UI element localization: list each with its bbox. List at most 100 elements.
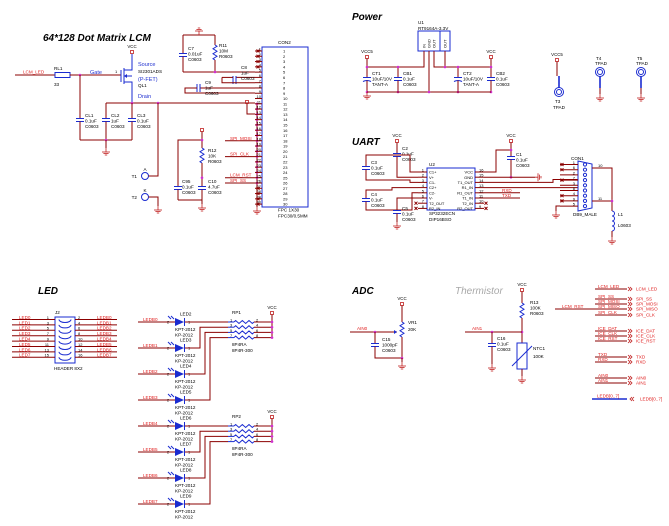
port-arrow-icon — [627, 375, 633, 381]
net-label: LCM_RST — [230, 173, 252, 178]
wire — [185, 337, 228, 401]
pin-name: 29 — [283, 196, 288, 201]
net-label: AIN1 — [472, 326, 483, 331]
vcc-label: VCC — [392, 133, 401, 138]
led-icon — [175, 500, 184, 508]
pin-number: 2 — [167, 424, 170, 429]
test-pad-ref: T4 — [596, 56, 602, 61]
vcc-label: VCC — [486, 49, 495, 54]
wire — [365, 187, 418, 199]
junction-dot — [509, 148, 513, 152]
test-pad-ref: T1 — [132, 174, 138, 179]
pin-number: 2 — [167, 476, 170, 481]
net-label: AIN0 — [598, 373, 609, 378]
wire — [365, 169, 418, 183]
junction-dot — [270, 336, 274, 339]
header-pin-icon — [58, 330, 72, 334]
pin-name: R2_OUT — [457, 206, 473, 211]
port-label: SPI_MOSI — [636, 302, 658, 307]
net-label: ICE_RST — [598, 336, 618, 341]
net-label: SPI_MOSI — [230, 136, 252, 141]
pin-number: 5 — [230, 328, 233, 333]
no-connect-icon — [414, 206, 418, 211]
ref-label: C95 — [182, 179, 191, 184]
vcc-icon — [520, 288, 524, 292]
pin-name: 10 — [283, 96, 288, 101]
port-label: ICE_DAT — [636, 329, 655, 334]
pin-number: 25 — [257, 173, 262, 178]
part-label: 8P4RA — [232, 446, 247, 451]
value-label: 10K — [208, 154, 217, 159]
db9-pin-icon — [582, 193, 588, 198]
wire — [484, 179, 578, 183]
port-label: SPI_SS — [636, 297, 652, 302]
wire — [148, 103, 159, 177]
db9-pin-icon — [582, 172, 588, 177]
junction-dot — [270, 325, 274, 329]
port-label: AIN0 — [636, 376, 647, 381]
pin-number: 9 — [259, 89, 262, 94]
value-label: 0.1uF — [496, 77, 508, 82]
wire — [365, 154, 418, 173]
ref-label: C2 — [402, 146, 408, 151]
package-label: C0603 — [241, 76, 255, 81]
net-label: LEDB0 — [97, 315, 112, 320]
junction-dot — [270, 440, 274, 443]
pin-number: 22 — [257, 157, 262, 162]
test-pad-part: TPAD — [636, 61, 649, 66]
port-label: TXD — [636, 355, 646, 360]
led-icon — [175, 396, 184, 404]
port-label: LCM_LED — [636, 287, 658, 292]
vcc-label: VCC5 — [551, 52, 563, 57]
pin-number: 11 — [479, 194, 484, 199]
led-icon — [175, 474, 184, 482]
vcc-label: VCC5 — [361, 49, 373, 54]
value-label: 1uF — [205, 86, 213, 91]
db9-pin-icon — [582, 162, 588, 167]
ref-label: LED9 — [180, 494, 192, 499]
fet-type: (P-FET) — [138, 77, 158, 83]
pin-number: 10 — [78, 337, 83, 342]
vcc-label: VCC — [267, 305, 276, 310]
test-pad-label: K — [143, 188, 147, 193]
pin-name: 21 — [283, 154, 288, 159]
pin-name: VCC — [465, 170, 474, 175]
wire — [148, 196, 159, 206]
pin-number: 3 — [47, 320, 50, 325]
pin-number: 2 — [256, 317, 259, 322]
no-connect-icon — [560, 199, 564, 203]
package-label: KP-2012 — [175, 515, 193, 520]
pin-number: 15 — [479, 173, 484, 178]
ref-label: C9 — [205, 80, 211, 85]
fet-icon — [124, 54, 133, 71]
pin-number: 29 — [257, 194, 262, 199]
pin-name: 8 — [283, 86, 286, 91]
net-label: AIN0 — [357, 326, 368, 331]
pin-number: 1 — [47, 315, 50, 320]
led-light-arrows-icon — [167, 315, 175, 320]
port-label: RXD — [636, 360, 646, 365]
package-label: C0603 — [516, 163, 530, 168]
wire — [184, 87, 255, 94]
ref-label: CB1 — [403, 71, 412, 76]
net-label: LEDB6 — [143, 473, 158, 478]
wire — [484, 149, 511, 173]
led-light-arrows-icon — [167, 445, 175, 450]
junction-dot — [443, 65, 447, 69]
db9-pin-icon — [582, 204, 588, 209]
pin-name: 16 — [283, 128, 288, 133]
junction-dot — [270, 320, 274, 324]
package-label: R0603 — [530, 311, 544, 316]
no-connect-icon — [256, 54, 260, 59]
pin-name: 12 — [283, 107, 288, 112]
net-label: LEDB7 — [143, 499, 158, 504]
resistor-icon — [519, 302, 525, 319]
pin-name: R2_IN — [429, 206, 440, 211]
part-label: KPT-2012 — [175, 483, 196, 488]
pin-name: 7 — [283, 80, 286, 85]
package-label: DIP16BSO — [429, 217, 452, 222]
thermistor-icon — [511, 345, 533, 367]
value-label: 0.1uF — [402, 152, 414, 157]
resistor-icon — [199, 147, 205, 164]
